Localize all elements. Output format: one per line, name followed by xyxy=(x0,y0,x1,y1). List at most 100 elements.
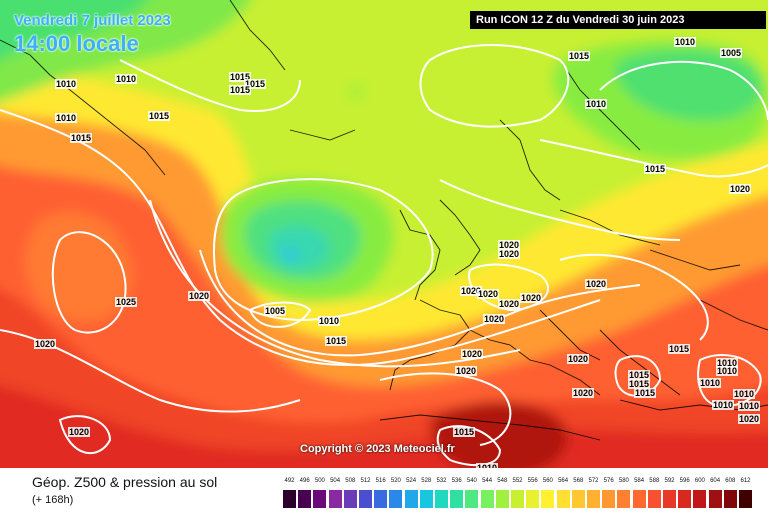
isobar-label: 1010 xyxy=(738,401,761,411)
isobar-label: 1020 xyxy=(520,293,543,303)
valid-date: Vendredi 7 juillet 2023 xyxy=(14,12,171,29)
scale-label: 568 xyxy=(573,478,584,484)
scale-label: 560 xyxy=(542,478,553,484)
isobar-label: 1015 xyxy=(628,379,651,389)
scale-swatch xyxy=(739,490,752,508)
scale-swatch xyxy=(678,490,692,508)
scale-swatch xyxy=(693,490,707,508)
scale-swatch xyxy=(526,490,540,508)
scale-swatch xyxy=(541,490,555,508)
scale-swatch xyxy=(343,490,357,508)
scale-swatch xyxy=(511,490,524,508)
scale-label: 580 xyxy=(618,478,629,484)
isobar-label: 1020 xyxy=(738,414,761,424)
scale-label: 524 xyxy=(406,478,417,484)
scale-swatch xyxy=(708,490,722,508)
scale-swatch xyxy=(556,490,570,508)
scale-label: 548 xyxy=(497,478,508,484)
isobar-label: 1010 xyxy=(115,74,138,84)
isobar-label: 1020 xyxy=(498,299,521,309)
isobar-label: 1010 xyxy=(55,113,78,123)
scale-label: 604 xyxy=(710,478,721,484)
isobar-label: 1015 xyxy=(634,388,657,398)
isobar-label: 1020 xyxy=(483,314,506,324)
color-scale xyxy=(283,490,752,508)
scale-label: 572 xyxy=(588,478,599,484)
scale-swatch xyxy=(495,490,509,508)
scale-label: 540 xyxy=(466,478,477,484)
scale-label: 528 xyxy=(421,478,432,484)
scale-swatch xyxy=(587,490,600,508)
scale-label: 520 xyxy=(390,478,401,484)
scale-label: 552 xyxy=(512,478,523,484)
isobar-label: 1005 xyxy=(720,48,743,58)
scale-swatch xyxy=(359,490,372,508)
scale-swatch xyxy=(404,490,418,508)
scale-swatch xyxy=(571,490,585,508)
isobar-label: 1005 xyxy=(264,306,287,316)
isobar-label: 1020 xyxy=(572,388,595,398)
isobar-label: 1020 xyxy=(567,354,590,364)
scale-label: 588 xyxy=(649,478,660,484)
geopotential-field xyxy=(0,0,768,468)
scale-label: 492 xyxy=(284,478,295,484)
isobar-label: 1015 xyxy=(568,51,591,61)
scale-label: 608 xyxy=(725,478,736,484)
scale-label: 564 xyxy=(558,478,569,484)
color-scale-labels: 492 496 500 504 508 512 516 520 524 528 532 536 540 5… xyxy=(283,478,751,488)
isobar-label: 1015 xyxy=(229,85,252,95)
scale-label: 596 xyxy=(679,478,690,484)
isobar-label: 1020 xyxy=(729,184,752,194)
scale-swatch xyxy=(602,490,616,508)
scale-label: 576 xyxy=(603,478,614,484)
run-info: Run ICON 12 Z du Vendredi 30 juin 2023 xyxy=(470,11,766,29)
isobar-label: 1010 xyxy=(318,316,341,326)
scale-swatch xyxy=(435,490,448,508)
scale-label: 556 xyxy=(527,478,538,484)
scale-swatch xyxy=(617,490,631,508)
scale-swatch xyxy=(419,490,433,508)
isobar-label: 1015 xyxy=(668,344,691,354)
isobar-label: 1010 xyxy=(733,389,756,399)
isobar-label: 1025 xyxy=(115,297,138,307)
isobar-label: 1020 xyxy=(477,289,500,299)
isobars xyxy=(0,44,768,467)
scale-label: 536 xyxy=(451,478,462,484)
scale-swatch xyxy=(647,490,661,508)
scale-label: 504 xyxy=(330,478,341,484)
isobar-label: 1015 xyxy=(628,370,651,380)
isobar-label: 1010 xyxy=(712,400,735,410)
scale-swatch xyxy=(480,490,494,508)
isobar-label: 1010 xyxy=(674,37,697,47)
copyright: Copyright © 2023 Meteociel.fr xyxy=(300,443,455,455)
scale-label: 584 xyxy=(634,478,645,484)
scale-label: 532 xyxy=(436,478,447,484)
scale-label: 544 xyxy=(482,478,493,484)
isobar-label: 1020 xyxy=(34,339,57,349)
scale-label: 612 xyxy=(740,478,751,484)
isobar-label: 1015 xyxy=(244,79,267,89)
scale-label: 508 xyxy=(345,478,356,484)
isobar-label: 1020 xyxy=(585,279,608,289)
scale-label: 496 xyxy=(299,478,310,484)
weather-map xyxy=(0,0,768,468)
isobar-label: 1015 xyxy=(644,164,667,174)
scale-swatch xyxy=(723,490,737,508)
map-title: Géop. Z500 & pression au sol xyxy=(32,474,218,490)
forecast-lead: (+ 168h) xyxy=(32,494,74,506)
isobar-label: 1020 xyxy=(68,427,91,437)
scale-label: 600 xyxy=(694,478,705,484)
scale-label: 500 xyxy=(314,478,325,484)
isobar-label: 1015 xyxy=(453,427,476,437)
scale-swatch xyxy=(450,490,464,508)
scale-swatch xyxy=(389,490,403,508)
scale-label: 512 xyxy=(360,478,371,484)
scale-label: 592 xyxy=(664,478,675,484)
isobar-label: 1020 xyxy=(498,240,521,250)
isobar-label: 1015 xyxy=(148,111,171,121)
isobar-label: 1020 xyxy=(498,249,521,259)
scale-swatch xyxy=(313,490,327,508)
valid-time: 14:00 locale xyxy=(14,31,139,56)
scale-swatch xyxy=(663,490,676,508)
isobar-label: 1020 xyxy=(461,349,484,359)
